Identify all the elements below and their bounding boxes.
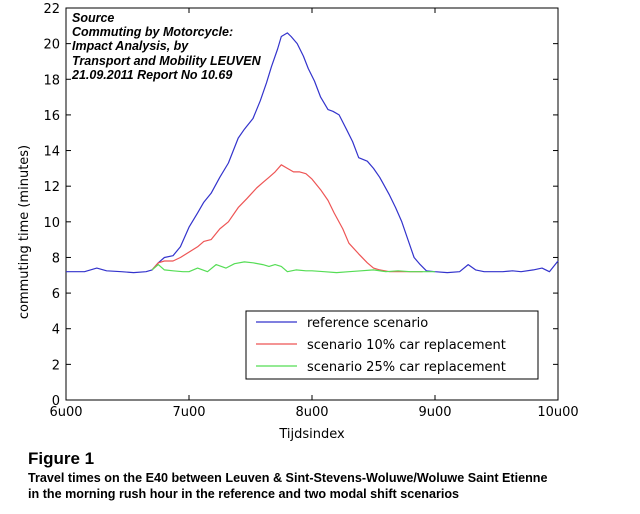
- series-line-reference: [66, 32, 559, 274]
- legend-label-scenario-25: scenario 25% car replacement: [307, 360, 506, 375]
- source-note-line: 21.09.2011 Report No 10.69: [72, 67, 233, 82]
- x-tick-label: 10u00: [537, 405, 578, 420]
- caption-line: Travel times on the E40 between Leuven &…: [28, 471, 548, 485]
- y-tick-label: 2: [52, 358, 60, 373]
- x-tick-label: 7u00: [172, 405, 205, 420]
- legend-label-reference: reference scenario: [307, 316, 428, 331]
- source-note-line: Transport and Mobility LEUVEN: [72, 53, 261, 68]
- legend-label-scenario-10: scenario 10% car replacement: [307, 338, 506, 353]
- figure-caption: Travel times on the E40 between Leuven &…: [28, 470, 548, 502]
- y-axis-label: commuting time (minutes): [17, 145, 32, 319]
- y-tick-label: 18: [43, 73, 60, 88]
- x-tick-label: 6u00: [49, 405, 82, 420]
- y-tick-label: 14: [43, 145, 60, 160]
- x-tick-label: 8u00: [295, 405, 328, 420]
- y-tick-label: 8: [52, 251, 60, 266]
- x-axis-label: Tijdsindex: [278, 427, 345, 442]
- y-tick-label: 4: [52, 323, 60, 338]
- series-line-scenario-10: [151, 164, 423, 273]
- y-tick-label: 20: [43, 38, 60, 53]
- source-note-line: Source: [72, 11, 115, 25]
- figure-title: Figure 1: [28, 449, 95, 468]
- y-tick-label: 12: [43, 180, 60, 195]
- y-tick-label: 10: [43, 216, 60, 231]
- source-note-line: Commuting by Motorcycle:: [72, 25, 234, 40]
- caption-line: in the morning rush hour in the referenc…: [28, 487, 460, 501]
- x-axis: 6u00 7u00 8u00 9u00 10u00: [49, 8, 579, 420]
- y-tick-label: 6: [52, 287, 60, 302]
- y-tick-label: 22: [43, 2, 60, 17]
- y-tick-label: 16: [43, 109, 60, 124]
- series-lines: [66, 32, 559, 274]
- legend: reference scenario scenario 10% car repl…: [245, 310, 539, 380]
- commuting-time-chart: 0 2 4 6 8 10 12 14 16 18 20 22 6u00 7u00 8u00 9u00 10u0…: [17, 2, 579, 442]
- y-tick-label: 0: [52, 394, 60, 409]
- series-line-scenario-25: [151, 261, 435, 274]
- x-tick-label: 9u00: [418, 405, 451, 420]
- source-note-line: Impact Analysis, by: [72, 39, 189, 54]
- y-axis: 0 2 4 6 8 10 12 14 16 18 20 22: [43, 2, 558, 409]
- source-note: Source Commuting by Motorcycle: Impact A…: [72, 11, 261, 82]
